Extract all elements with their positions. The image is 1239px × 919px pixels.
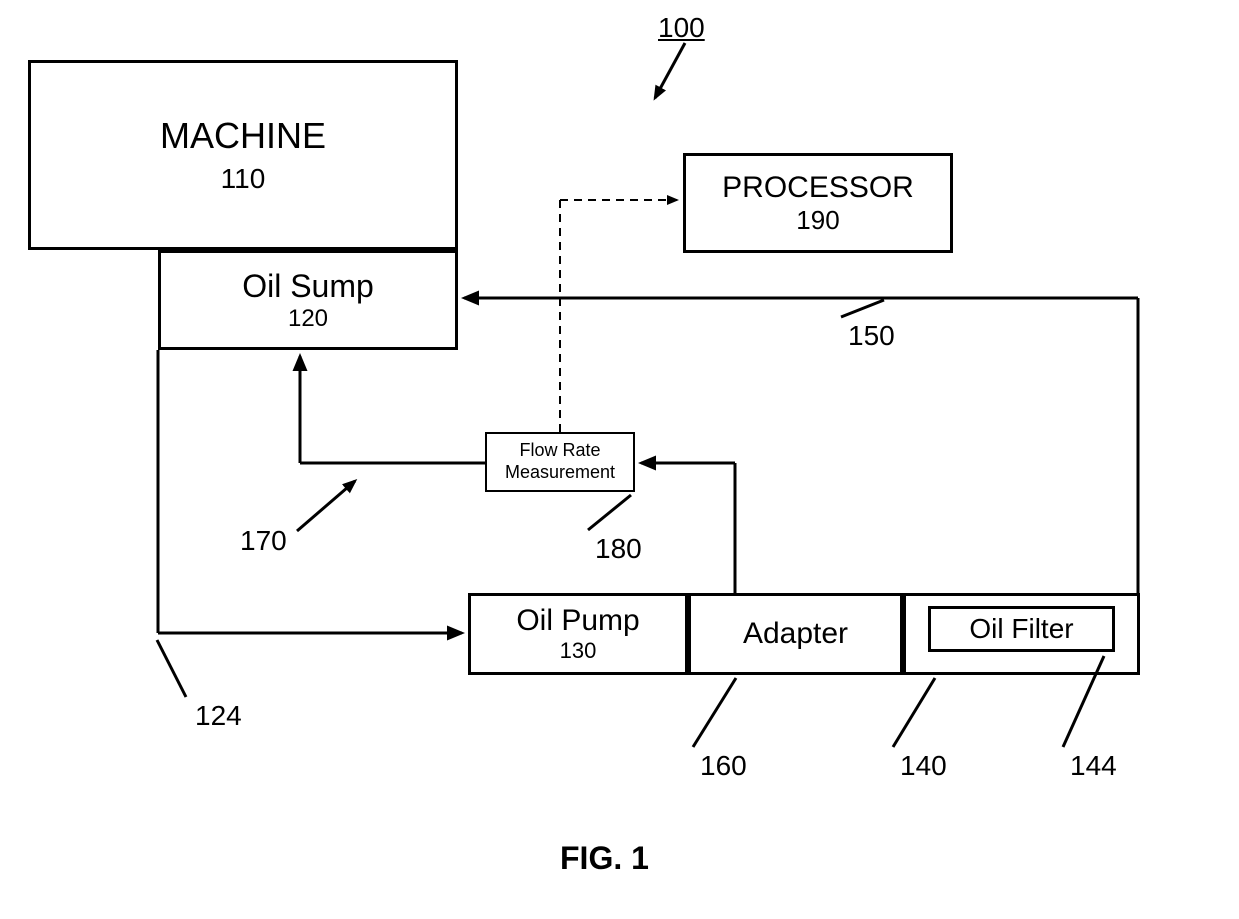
oilpump-ref: 130 — [560, 638, 597, 664]
figure-title: FIG. 1 — [560, 840, 649, 877]
processor-label: PROCESSOR — [722, 171, 914, 205]
oilfilter-block: Oil Filter — [928, 606, 1115, 652]
adapter-label: Adapter — [743, 617, 848, 651]
flowrate-label2: Measurement — [505, 462, 615, 484]
figure-ref: 100 — [658, 12, 705, 44]
processor-ref: 190 — [796, 205, 839, 236]
oilsump-ref: 120 — [288, 305, 328, 333]
adapter-block: Adapter — [688, 593, 903, 675]
ref-160: 160 — [700, 750, 747, 782]
flowrate-label1: Flow Rate — [519, 440, 600, 462]
ref-140: 140 — [900, 750, 947, 782]
ref-180: 180 — [595, 533, 642, 565]
machine-block: MACHINE 110 — [28, 60, 458, 250]
flowrate-block: Flow Rate Measurement — [485, 432, 635, 492]
ref-150: 150 — [848, 320, 895, 352]
oilpump-label: Oil Pump — [516, 604, 639, 638]
oilpump-block: Oil Pump 130 — [468, 593, 688, 675]
machine-label: MACHINE — [160, 115, 326, 157]
ref-124: 124 — [195, 700, 242, 732]
ref-170: 170 — [240, 525, 287, 557]
machine-ref: 110 — [221, 163, 266, 195]
oilsump-label: Oil Sump — [242, 268, 374, 305]
ref-144: 144 — [1070, 750, 1117, 782]
oilsump-block: Oil Sump 120 — [158, 250, 458, 350]
oilfilter-label: Oil Filter — [969, 613, 1073, 645]
processor-block: PROCESSOR 190 — [683, 153, 953, 253]
